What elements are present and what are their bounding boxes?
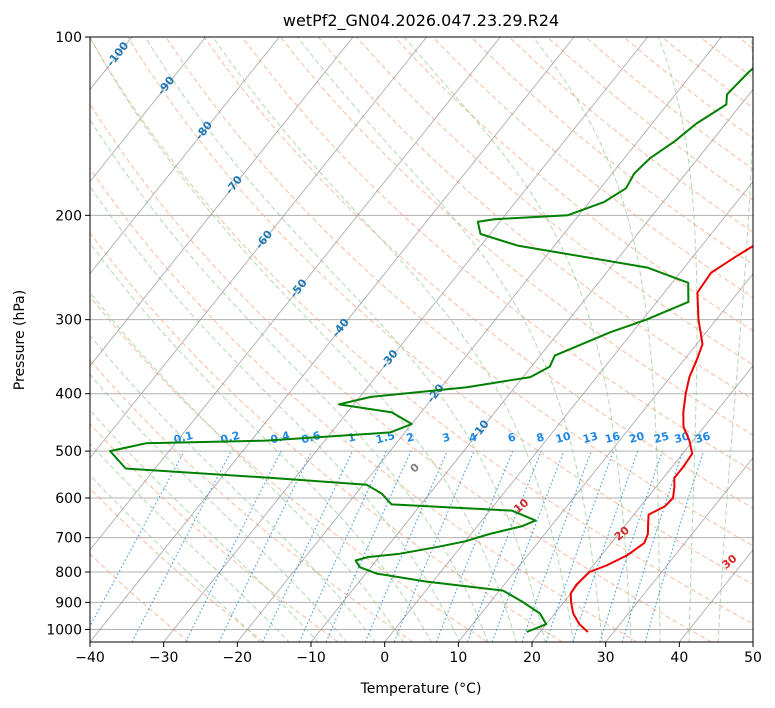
y-tick-label: 900 (55, 595, 82, 611)
dry-adiabat (432, 37, 753, 298)
x-tick-label: 20 (523, 650, 541, 666)
isotherm (163, 37, 649, 642)
x-tick-label: −40 (75, 650, 105, 666)
dewpoint-profile-line (109, 66, 753, 633)
y-axis: 100 200 300 400 500 600 700 800 900 1000 (46, 30, 90, 638)
dry-adiabat (90, 295, 488, 642)
x-axis-title: Temperature (°C) (360, 681, 482, 697)
moist-adiabat (90, 442, 290, 642)
plot-frame (89, 36, 754, 643)
isotherm (90, 37, 575, 642)
y-tick-label: 700 (55, 531, 82, 547)
profiles (109, 66, 753, 633)
isotherm (531, 365, 753, 642)
plot-area (90, 37, 753, 642)
moist-adiabat (658, 37, 698, 642)
x-tick-label: −10 (296, 650, 326, 666)
dry-adiabat (90, 37, 753, 625)
x-tick-label: −20 (223, 650, 253, 666)
x-tick-label: 0 (380, 650, 389, 666)
isotherm (90, 37, 280, 275)
isotherm (90, 37, 354, 367)
moist-adiabat (403, 37, 632, 642)
dry-adiabat (203, 37, 753, 509)
mixing-ratio-line (491, 450, 565, 642)
mixing-ratio-line (545, 450, 614, 642)
dry-adiabat (356, 37, 753, 366)
mixing-ratio-line (393, 450, 475, 642)
mixing-ratio-line (466, 450, 542, 642)
moist-adiabat (212, 37, 575, 642)
isotherm (90, 37, 428, 459)
mixing-ratio-line (644, 450, 705, 642)
moist-adiabat (90, 37, 518, 642)
moist-adiabat (90, 334, 376, 642)
dry-adiabat (279, 37, 753, 436)
y-tick-label: 300 (55, 313, 82, 329)
mixing-ratio-label: 1 (346, 430, 357, 445)
mixing-ratio-line (435, 450, 514, 642)
mixing-ratio-line (621, 450, 684, 642)
isotherm (605, 457, 753, 642)
dry-adiabat (90, 553, 190, 642)
mixing-ratio-line (325, 450, 412, 642)
mixing-ratio-label: 16 (603, 429, 621, 446)
mixing-ratio-label: 13 (581, 429, 599, 446)
mixing-ratio-label: 20 (628, 429, 646, 446)
mixing-ratio-label: 0.4 (269, 429, 292, 447)
x-tick-label: 40 (670, 650, 688, 666)
isotherm (236, 37, 722, 642)
mixing-ratio-line (185, 450, 282, 642)
dry-adiabat (241, 37, 753, 472)
isotherm (90, 37, 501, 551)
mixing-ratio-label: 36 (694, 429, 712, 446)
moist-adiabat (717, 37, 753, 642)
moist-adiabat (90, 185, 461, 642)
y-tick-label: 600 (55, 491, 82, 507)
dry-adiabat (90, 103, 712, 642)
x-tick-label: 50 (744, 650, 762, 666)
x-axis: −40 −30 −20 −10 0 10 20 30 40 50 (75, 642, 762, 666)
moist-adiabat (532, 37, 661, 642)
y-tick-label: 200 (55, 208, 82, 224)
moist-adiabat (90, 409, 319, 642)
mixing-ratio-label: 4 (468, 430, 479, 445)
mixing-ratio-label: 10 (554, 429, 572, 446)
dry-adiabat (394, 37, 753, 332)
y-tick-label: 500 (55, 444, 82, 460)
mixing-ratio-label: 2 (405, 430, 416, 445)
moist-adiabat (90, 118, 489, 642)
y-tick-label: 100 (55, 30, 82, 46)
reference-lines (90, 37, 753, 642)
dry-adiabat (90, 423, 339, 642)
isotherm (90, 37, 207, 183)
moist-adiabat (144, 37, 546, 642)
temperature-profile-line (569, 244, 753, 633)
mixing-ratio-line (572, 450, 639, 642)
moist-adiabat (90, 242, 432, 642)
moist-adiabat (90, 291, 404, 642)
mixing-ratio-label: 8 (535, 430, 546, 445)
y-axis-title: Pressure (hPa) (12, 290, 28, 390)
isotherm (457, 272, 753, 642)
y-tick-label: 400 (55, 387, 82, 403)
reference-line-labels: -100-90-80-70-60-50-40-30-20-100.1 0.2 0.4… (104, 39, 740, 572)
x-tick-label: 10 (449, 650, 467, 666)
mixing-ratio-line (521, 450, 592, 642)
moist-adiabat (90, 474, 261, 642)
mixing-ratio-line (364, 450, 448, 642)
y-tick-label: 1000 (46, 622, 82, 638)
chart-title: wetPf2_GN04.2026.047.23.29.R24 (283, 11, 559, 31)
mixing-ratio-line (90, 450, 185, 628)
mixing-ratio-label: 25 (652, 429, 670, 446)
x-tick-label: 30 (597, 650, 615, 666)
mixing-ratio-label: 3 (441, 430, 452, 445)
x-tick-label: −30 (149, 650, 179, 666)
mixing-ratio-line (599, 450, 663, 642)
mixing-ratio-label: 6 (506, 430, 517, 445)
y-tick-label: 800 (55, 565, 82, 581)
dry-adiabat (90, 487, 264, 642)
isotherm (310, 88, 753, 642)
